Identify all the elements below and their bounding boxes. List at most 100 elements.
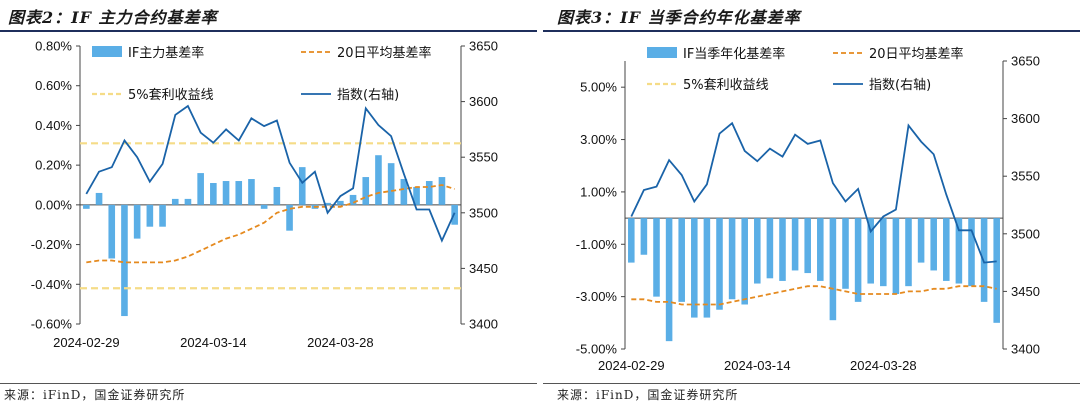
basis-bar	[691, 218, 698, 318]
y2-tick-label: 3550	[469, 150, 498, 165]
legend-label: 20日平均基差率	[337, 45, 432, 61]
y-tick-label: 0.20%	[35, 158, 72, 173]
basis-bar	[892, 218, 900, 295]
basis-bar	[854, 218, 862, 302]
x-tick-label: 2024-03-14	[724, 358, 791, 373]
basis-bar	[842, 218, 849, 289]
basis-bar	[880, 218, 887, 287]
chart-title: 图表2：IF 主力合约基差率	[8, 8, 218, 27]
y2-tick-label: 3600	[469, 94, 498, 109]
basis-bar	[184, 198, 192, 205]
basis-bar	[121, 204, 128, 317]
index-line	[85, 104, 456, 243]
y2-tick-label: 3400	[1011, 342, 1040, 357]
basis-bar	[867, 218, 874, 284]
basis-bar	[703, 218, 711, 318]
basis-bar	[628, 218, 635, 263]
y2-tick-label: 3550	[1011, 169, 1040, 184]
y2-tick-label: 3500	[469, 205, 498, 220]
basis-bar	[917, 218, 925, 263]
y-tick-label: 5.00%	[580, 80, 617, 95]
basis-bar	[95, 192, 103, 205]
basis-bar	[438, 177, 446, 205]
basis-bar	[222, 181, 230, 205]
basis-bar	[146, 204, 154, 227]
footer-divider	[0, 383, 537, 384]
basis-bar	[197, 173, 204, 205]
basis-bar	[653, 218, 660, 297]
basis-bar	[298, 167, 306, 205]
y2-tick-label: 3600	[1011, 111, 1040, 126]
y-tick-label: 0.40%	[35, 118, 72, 133]
footer-divider	[543, 383, 1080, 384]
basis-bar	[248, 179, 255, 205]
basis-bar	[400, 179, 408, 205]
legend-swatch	[647, 47, 677, 58]
legend-label: IF当季年化基差率	[683, 46, 785, 62]
x-tick-label: 2024-02-29	[598, 358, 665, 373]
y-tick-label: -1.00%	[576, 237, 618, 252]
basis-bar	[980, 218, 988, 302]
basis-rate-chart: 0.80% 0.60% 0.40% 0.20% 0.00% -0.20% -0.40% -0.…	[31, 39, 498, 351]
basis-bar	[716, 218, 723, 310]
legend-label: 20日平均基差率	[869, 46, 964, 62]
y-tick-label: 1.00%	[580, 184, 617, 199]
basis-bar	[804, 218, 811, 274]
y-tick-label: -0.20%	[31, 237, 73, 252]
average-basis-line	[86, 184, 455, 264]
basis-bar	[930, 218, 937, 271]
basis-bar	[108, 204, 116, 259]
basis-bar	[678, 218, 685, 302]
basis-bar	[324, 202, 331, 205]
x-tick-label: 2024-02-29	[53, 335, 120, 350]
legend-label: 5%套利收益线	[128, 87, 214, 103]
basis-bar	[362, 177, 370, 205]
y2-tick-label: 3650	[1011, 54, 1040, 69]
basis-bar	[779, 218, 786, 281]
y-tick-label: -0.60%	[31, 317, 73, 332]
basis-bar	[728, 218, 736, 300]
basis-bar	[375, 155, 382, 205]
basis-bar	[425, 181, 433, 205]
index-line	[630, 121, 997, 264]
y-tick-label: -0.40%	[31, 277, 73, 292]
basis-bar	[665, 218, 673, 342]
source-note: 来源：iFinD，国金证券研究所	[557, 388, 739, 402]
basis-bar	[943, 218, 950, 281]
source-note: 来源：iFinD，国金证券研究所	[4, 388, 186, 402]
basis-bar	[817, 218, 824, 281]
basis-bar	[640, 218, 648, 255]
basis-bar	[286, 204, 293, 231]
basis-bar	[754, 218, 761, 284]
basis-bar	[133, 204, 141, 239]
chart-title: 图表3：IF 当季合约年化基差率	[557, 8, 801, 27]
y2-tick-label: 3500	[1011, 226, 1040, 241]
basis-bar	[905, 218, 912, 287]
basis-bar	[349, 194, 357, 205]
basis-bar	[993, 218, 1000, 323]
y2-tick-label: 3650	[469, 39, 498, 54]
y-tick-label: -3.00%	[576, 289, 618, 304]
y2-tick-label: 3400	[469, 317, 498, 332]
basis-bar	[766, 218, 774, 279]
basis-bar	[171, 198, 179, 205]
x-tick-label: 2024-03-14	[180, 335, 247, 350]
right-chart-panel: 图表3：IF 当季合约年化基差率 5.00% 3.00% 1.00% -1.00% -3…	[543, 0, 1086, 406]
legend-swatch	[92, 46, 122, 57]
basis-bar	[968, 218, 975, 287]
y-tick-label: 0.80%	[35, 39, 72, 54]
legend-label: IF主力基差率	[128, 45, 204, 61]
legend-label: 5%套利收益线	[683, 77, 769, 93]
y-tick-label: -5.00%	[576, 342, 618, 357]
y2-tick-label: 3450	[469, 261, 498, 276]
basis-bar	[210, 183, 217, 205]
x-tick-label: 2024-03-28	[307, 335, 374, 350]
annualized-basis-chart: 5.00% 3.00% 1.00% -1.00% -3.00% -5.00% 3650 360…	[576, 46, 1040, 373]
basis-bar	[387, 163, 395, 205]
basis-bar	[337, 200, 344, 205]
basis-bar	[260, 204, 268, 209]
basis-bar	[829, 218, 837, 321]
title-divider	[543, 30, 1080, 32]
y-tick-label: 0.60%	[35, 78, 72, 93]
basis-bar	[791, 218, 799, 271]
